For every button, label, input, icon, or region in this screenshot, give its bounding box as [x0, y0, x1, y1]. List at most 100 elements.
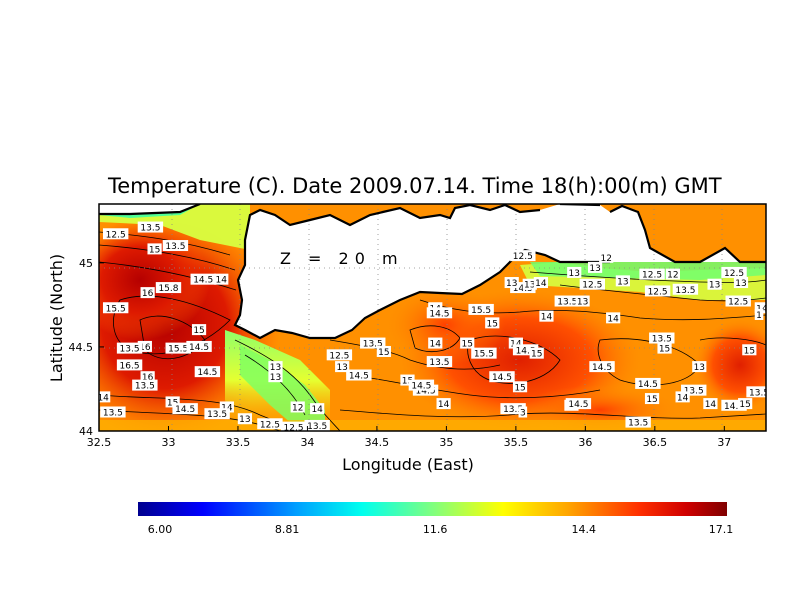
contour-label: 12.5	[510, 250, 536, 262]
contour-label: 15	[644, 393, 660, 405]
contour-label-value: 13.5	[557, 298, 577, 308]
contour-label-box	[510, 250, 536, 262]
contour-label: 12.5	[257, 418, 283, 430]
contour-label-box	[649, 332, 675, 344]
contour-label-box	[754, 302, 766, 314]
contour-label: 12	[665, 268, 680, 281]
contour-label-box	[219, 401, 234, 413]
contour-label-box	[100, 406, 126, 418]
contour-label-box	[587, 261, 603, 273]
contour-label: 13	[575, 295, 590, 308]
contour-label-value: 12.5	[582, 281, 602, 291]
contour-label-value: 12.5	[106, 230, 126, 240]
contour-label-box	[428, 337, 443, 349]
contour-label: 16	[140, 371, 155, 383]
contour-label: 15.5	[165, 342, 191, 355]
contour-label-box	[518, 406, 528, 418]
contour-label-value: 13.5	[120, 345, 140, 355]
contour-label-box	[529, 347, 544, 359]
contour-label-value: 14	[311, 405, 323, 415]
contour-label-value: 14.5	[349, 372, 369, 382]
contour-label-box	[116, 342, 143, 354]
contour-label: 13.5	[204, 408, 230, 420]
contour-label-value: 16	[139, 343, 151, 353]
cool-band-south-edge	[99, 420, 766, 431]
contour-label-box	[746, 386, 766, 398]
contour-label-value: 13.5	[684, 387, 704, 397]
contour-label-box	[460, 337, 475, 349]
x-tick-label: 35	[439, 436, 453, 449]
contour-label: 16	[140, 287, 155, 299]
contour-label-value: 13	[506, 279, 517, 289]
contour-label-value: 14.5	[492, 373, 512, 383]
contour-label-value: 12	[600, 254, 611, 264]
contour-label-value: 13	[524, 281, 535, 291]
contour-label: 13	[692, 361, 707, 373]
contour-label-box	[204, 408, 230, 420]
contour-label: 14	[606, 312, 621, 324]
contour-label-box	[214, 273, 229, 285]
contour-label: 15.5	[468, 303, 494, 316]
contour-label: 13.5	[649, 332, 675, 345]
crimea-land	[99, 204, 766, 338]
contour-label-box	[639, 268, 665, 280]
contour-label-box	[360, 337, 386, 349]
contour-label: 14	[214, 273, 229, 286]
contour-label-box	[172, 403, 198, 415]
contour-label: 13	[522, 278, 537, 291]
contour-label-box	[539, 310, 554, 322]
contour-label-box	[512, 344, 539, 356]
contour-label-value: 13.5	[363, 340, 383, 350]
contour-label-box	[268, 371, 283, 383]
contour-label-value: 13	[239, 415, 250, 425]
contour-label: 13	[237, 413, 253, 425]
contour-label: 14.5	[426, 307, 453, 319]
contour-label-value: 15.5	[471, 306, 491, 316]
contour-label-box	[165, 396, 180, 408]
contour-label-value: 14	[97, 393, 109, 403]
contour-label: 13.5	[100, 406, 126, 419]
contour-label-value: 14.5	[592, 363, 612, 373]
contour-label: 15	[742, 344, 757, 356]
contour-label: 12.5	[280, 421, 307, 431]
contour-label: 13.5	[137, 221, 164, 234]
contour-label-value: 14.5	[724, 402, 744, 412]
contour-label-value: 13	[569, 269, 580, 279]
contour-label-box	[162, 240, 189, 252]
contour-label: 13	[268, 371, 283, 383]
contour-label-box	[290, 401, 305, 413]
contour-label-value: 15	[402, 377, 413, 387]
contour-label-box	[599, 251, 614, 263]
contour-label-value: 15.5	[168, 345, 188, 355]
contour-label: 16	[137, 340, 152, 353]
contour-label: 13.5	[304, 419, 330, 431]
colorbar-tick-label: 8.81	[275, 523, 300, 536]
contour-label: 12.5	[579, 278, 606, 291]
contour-label: 15	[147, 243, 162, 255]
contour-label-value: 13.5	[503, 405, 523, 415]
warm-core-east	[695, 320, 766, 410]
contour-label: 14	[436, 398, 451, 410]
contour-label: 14	[675, 391, 690, 403]
contour-label-box	[738, 398, 753, 410]
contour-label-box	[102, 228, 129, 240]
contour-label-box	[675, 391, 690, 403]
contour-label-box	[508, 337, 523, 349]
y-axis-label: Latitude (North)	[47, 254, 66, 382]
contour-label-value: 15	[149, 245, 160, 255]
contour-label: 15	[191, 324, 207, 336]
x-tick-label: 37	[717, 436, 731, 449]
contour-label: 13	[504, 277, 519, 289]
chart-title: Temperature (C). Date 2009.07.14. Time 1…	[107, 174, 722, 198]
contour-label: 13	[733, 277, 749, 289]
contour-label-value: 14.5	[638, 380, 658, 390]
contour-label: 15	[376, 345, 391, 358]
contour-label-box	[589, 361, 615, 373]
contour-label-value: 16.5	[120, 361, 140, 371]
y-tick-label: 45	[79, 257, 93, 270]
colorbar-tick-label: 14.4	[571, 523, 596, 536]
contour-label-box	[280, 421, 307, 431]
contour-label-box	[471, 347, 497, 359]
contour-label: 12.5	[639, 268, 665, 281]
contour-label-box	[165, 342, 191, 354]
